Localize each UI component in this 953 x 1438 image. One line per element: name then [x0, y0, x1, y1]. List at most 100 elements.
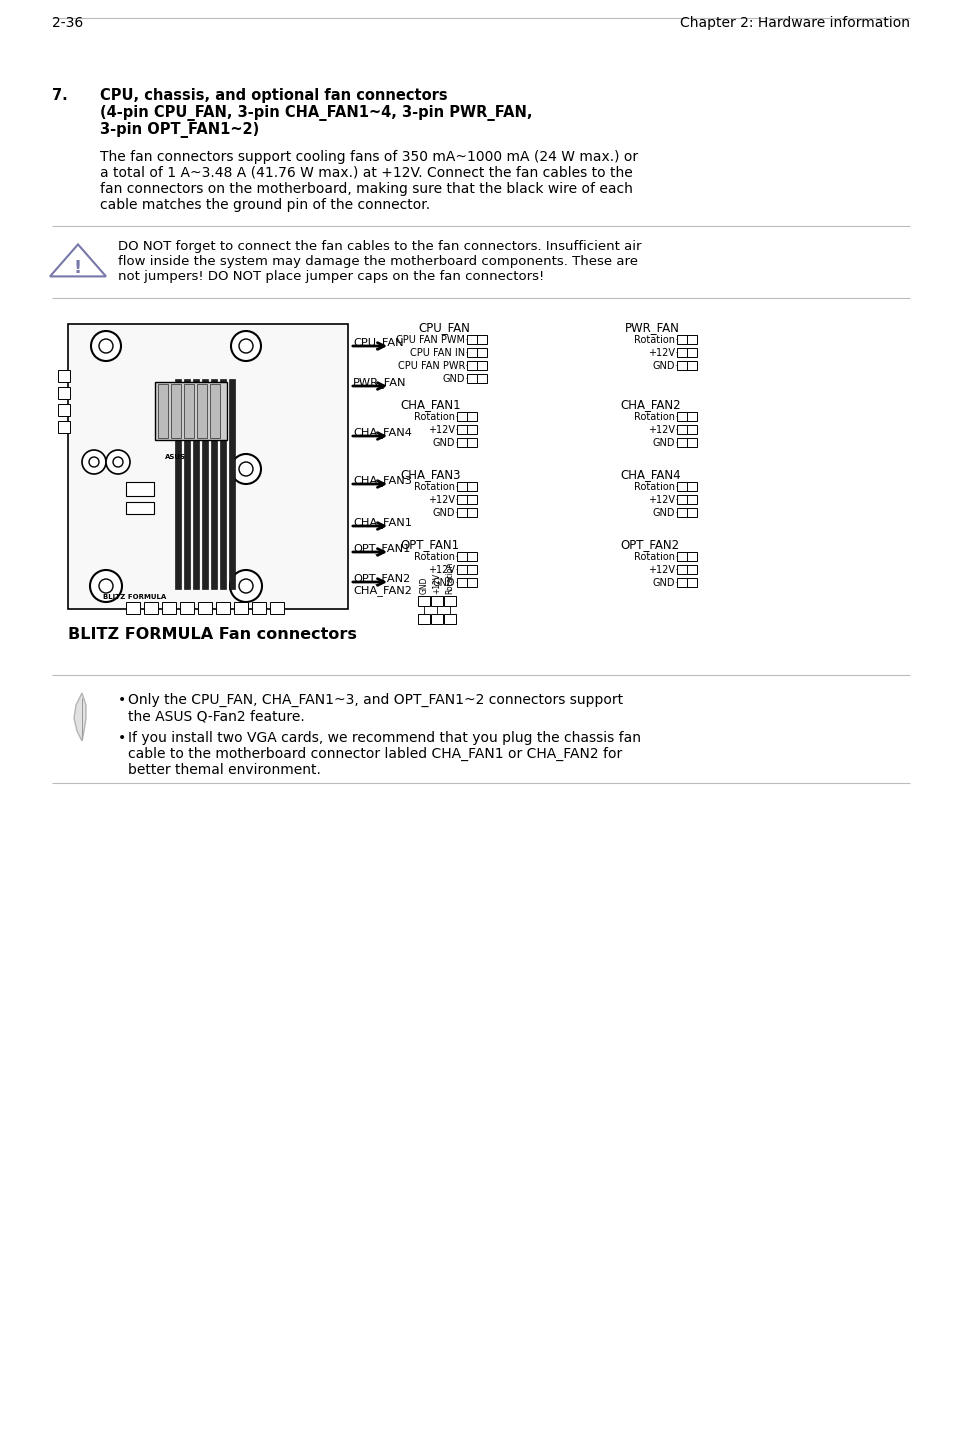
Bar	[158, 384, 168, 439]
Bar	[144, 603, 158, 614]
Bar	[417, 595, 430, 605]
Bar	[677, 426, 686, 434]
Text: PWR_FAN: PWR_FAN	[353, 377, 406, 388]
Bar	[677, 482, 686, 490]
Text: cable to the motherboard connector labled CHA_FAN1 or CHA_FAN2 for: cable to the motherboard connector lable…	[128, 746, 621, 761]
Text: 7.: 7.	[52, 88, 68, 104]
Bar	[677, 361, 686, 370]
Text: 2-36: 2-36	[52, 16, 83, 30]
Text: Rotation: Rotation	[414, 482, 455, 492]
Bar	[58, 404, 70, 416]
Text: CHA_FAN2: CHA_FAN2	[353, 585, 412, 595]
Text: +12V: +12V	[428, 495, 455, 505]
Bar	[686, 335, 697, 344]
Text: Rotation: Rotation	[634, 482, 675, 492]
Circle shape	[231, 454, 261, 485]
Text: GND: GND	[432, 508, 455, 518]
Bar	[677, 439, 686, 447]
Text: +12V: +12V	[428, 565, 455, 575]
Circle shape	[239, 580, 253, 592]
Bar	[196, 384, 207, 439]
Bar	[193, 380, 199, 590]
Text: CHA_FAN4: CHA_FAN4	[619, 467, 679, 480]
Bar	[171, 384, 181, 439]
Bar	[686, 508, 697, 518]
Bar	[467, 426, 476, 434]
Bar	[677, 552, 686, 561]
Bar	[456, 413, 467, 421]
Circle shape	[239, 339, 253, 352]
Text: PWR_FAN: PWR_FAN	[624, 321, 679, 334]
Bar	[686, 495, 697, 503]
Bar	[686, 439, 697, 447]
Bar	[677, 508, 686, 518]
Text: OPT_FAN2: OPT_FAN2	[353, 572, 410, 584]
Bar	[58, 387, 70, 398]
Text: BLITZ FORMULA: BLITZ FORMULA	[103, 594, 166, 600]
Text: OPT_FAN1: OPT_FAN1	[399, 538, 458, 551]
Bar	[677, 348, 686, 357]
Circle shape	[112, 457, 123, 467]
Text: +12V: +12V	[428, 426, 455, 436]
Bar	[686, 578, 697, 587]
Bar	[456, 508, 467, 518]
Text: Rotation: Rotation	[634, 552, 675, 562]
Text: CPU FAN PWM: CPU FAN PWM	[395, 335, 464, 345]
Text: CHA_FAN4: CHA_FAN4	[353, 427, 412, 439]
Bar	[456, 439, 467, 447]
Bar	[677, 495, 686, 503]
Bar	[58, 421, 70, 433]
Bar	[252, 603, 266, 614]
Bar	[467, 361, 476, 370]
Bar	[686, 565, 697, 574]
Text: 3-pin OPT_FAN1~2): 3-pin OPT_FAN1~2)	[100, 122, 259, 138]
Text: CHA_FAN2: CHA_FAN2	[619, 398, 679, 411]
Bar	[456, 495, 467, 503]
Bar	[467, 374, 476, 383]
Bar	[229, 380, 234, 590]
Bar	[686, 552, 697, 561]
Text: CPU FAN IN: CPU FAN IN	[410, 348, 464, 358]
Bar	[154, 383, 227, 440]
Bar	[270, 603, 284, 614]
Circle shape	[231, 331, 261, 361]
Text: CPU_FAN: CPU_FAN	[417, 321, 470, 334]
Bar	[476, 348, 486, 357]
Circle shape	[91, 331, 121, 361]
Bar	[686, 361, 697, 370]
Bar	[180, 603, 193, 614]
Bar	[476, 335, 486, 344]
Bar	[456, 578, 467, 587]
Text: cable matches the ground pin of the connector.: cable matches the ground pin of the conn…	[100, 198, 430, 211]
Circle shape	[99, 339, 112, 352]
Text: +12V: +12V	[647, 426, 675, 436]
Text: Rotation: Rotation	[634, 413, 675, 421]
Text: GND: GND	[432, 439, 455, 449]
Text: ASUS: ASUS	[165, 454, 186, 460]
Text: OPT_FAN1: OPT_FAN1	[353, 544, 410, 554]
Polygon shape	[50, 244, 106, 276]
Circle shape	[230, 569, 262, 603]
Text: Rotation: Rotation	[634, 335, 675, 345]
Bar	[215, 603, 230, 614]
Circle shape	[82, 450, 106, 475]
Text: GND: GND	[652, 439, 675, 449]
Circle shape	[89, 457, 99, 467]
Bar	[467, 439, 476, 447]
Bar	[456, 565, 467, 574]
Bar	[467, 482, 476, 490]
Bar	[68, 324, 348, 610]
Bar	[211, 380, 216, 590]
Bar	[686, 426, 697, 434]
Circle shape	[239, 462, 253, 476]
Bar	[443, 614, 456, 624]
Text: Rotation: Rotation	[445, 562, 454, 594]
Bar	[467, 508, 476, 518]
Bar	[220, 380, 226, 590]
Bar	[126, 603, 140, 614]
Text: CHA_FAN3: CHA_FAN3	[399, 467, 460, 480]
Bar	[210, 384, 220, 439]
Bar	[677, 565, 686, 574]
Text: If you install two VGA cards, we recommend that you plug the chassis fan: If you install two VGA cards, we recomme…	[128, 731, 640, 745]
Bar	[431, 614, 442, 624]
